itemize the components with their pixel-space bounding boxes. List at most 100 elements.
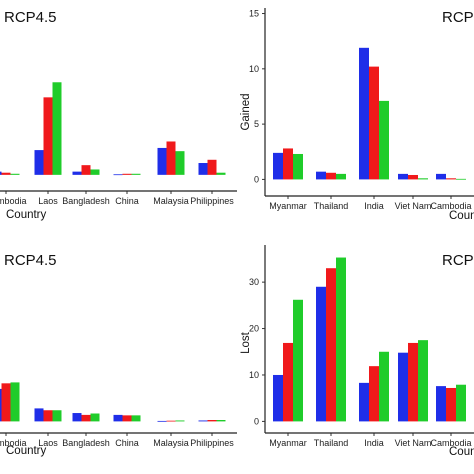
y-tick-label: 5 [254, 119, 259, 129]
bar [131, 415, 141, 422]
bar [198, 420, 208, 422]
x-tick-label: Philippines [190, 438, 234, 448]
bar [72, 413, 82, 422]
bar [198, 163, 208, 175]
x-tick-label: Thailand [314, 201, 349, 211]
panel-bottom-right: RCP Country Lost Myanmar Thailand India Vie… [240, 245, 474, 458]
x-tick-label: Bangladesh [62, 438, 110, 448]
y-axis-title: Gained [240, 93, 252, 130]
x-tick-label: Myanmar [269, 438, 307, 448]
bar [216, 172, 226, 175]
bar [157, 147, 167, 175]
bar [369, 66, 379, 180]
y-tick-label: 20 [249, 324, 259, 334]
bar [81, 414, 91, 422]
bar [1, 383, 11, 422]
bar [316, 171, 326, 180]
bar [166, 141, 176, 175]
bar [10, 382, 20, 422]
y-tick-label: 10 [249, 370, 259, 380]
bar [379, 351, 389, 422]
bar [273, 152, 283, 180]
bar [326, 172, 336, 180]
bar [316, 286, 326, 422]
x-tick-label: Myanmar [269, 201, 307, 211]
x-tick-label: Malaysia [153, 438, 189, 448]
y-tick-label: 10 [249, 64, 259, 74]
bar [166, 420, 176, 422]
y-tick-label: 0 [254, 416, 259, 426]
x-tick-label: Laos [38, 438, 58, 448]
bar [446, 178, 456, 180]
y-tick-label: 15 [249, 9, 259, 19]
x-axis-title: Country [6, 445, 47, 457]
bar [81, 165, 91, 175]
x-tick-label: Viet Nam [395, 438, 432, 448]
x-tick-label: Cambodia [430, 438, 471, 448]
bar [398, 173, 408, 180]
bar [283, 148, 293, 180]
bar [157, 420, 167, 422]
bar [408, 342, 418, 422]
panel-title: RCP [442, 252, 474, 269]
bar [293, 299, 303, 422]
bar [207, 159, 217, 175]
bar [52, 82, 62, 175]
bar [0, 388, 2, 422]
bar [379, 100, 389, 180]
x-axis-title: Country [449, 210, 474, 222]
bar [398, 352, 408, 422]
x-tick-label: China [115, 438, 139, 448]
bar [175, 420, 185, 422]
x-tick-label: Bangladesh [62, 196, 110, 206]
y-tick-label: 0 [254, 174, 259, 184]
bar [52, 410, 62, 422]
x-tick-label: Cambodia [430, 201, 471, 211]
bar [436, 173, 446, 180]
x-tick-label: Laos [38, 196, 58, 206]
bar [43, 410, 53, 422]
bar [10, 173, 20, 175]
bar [43, 97, 53, 175]
x-axis-title: Country [449, 446, 474, 458]
panel-title: RCP [442, 9, 474, 26]
bar [34, 408, 44, 422]
panel-title: RCP4.5 [4, 9, 57, 26]
bar [1, 172, 11, 175]
bar [113, 174, 123, 176]
bar [408, 174, 418, 180]
bar [90, 169, 100, 175]
bar [336, 257, 346, 422]
panel-title: RCP4.5 [4, 252, 57, 269]
bar [113, 414, 123, 422]
bar [216, 420, 226, 422]
bar [456, 178, 466, 180]
x-tick-label: Malaysia [153, 196, 189, 206]
x-tick-label: Cambodia [0, 438, 27, 448]
bar [418, 340, 428, 422]
bar [0, 171, 2, 175]
bar [90, 413, 100, 422]
x-axis-title: Country [6, 209, 47, 221]
bar [418, 178, 428, 180]
bar [359, 47, 369, 180]
panel-bottom-left: RCP4.5 Country Cambodia Laos Bangladesh Chi… [0, 252, 237, 457]
panel-top-right: RCP Country Gained Myanmar Thailand India V… [240, 8, 474, 222]
bar [131, 173, 141, 175]
bar [359, 382, 369, 422]
bar [336, 173, 346, 180]
bar [283, 342, 293, 422]
bar [436, 386, 446, 422]
x-tick-label: Cambodia [0, 196, 27, 206]
x-tick-label: Viet Nam [395, 201, 432, 211]
bar [122, 173, 132, 175]
x-tick-label: India [364, 438, 384, 448]
y-tick-label: 30 [249, 277, 259, 287]
bar [326, 268, 336, 422]
bar [72, 171, 82, 175]
bar [122, 415, 132, 422]
bar [456, 384, 466, 422]
bar [369, 366, 379, 422]
bar [207, 420, 217, 422]
